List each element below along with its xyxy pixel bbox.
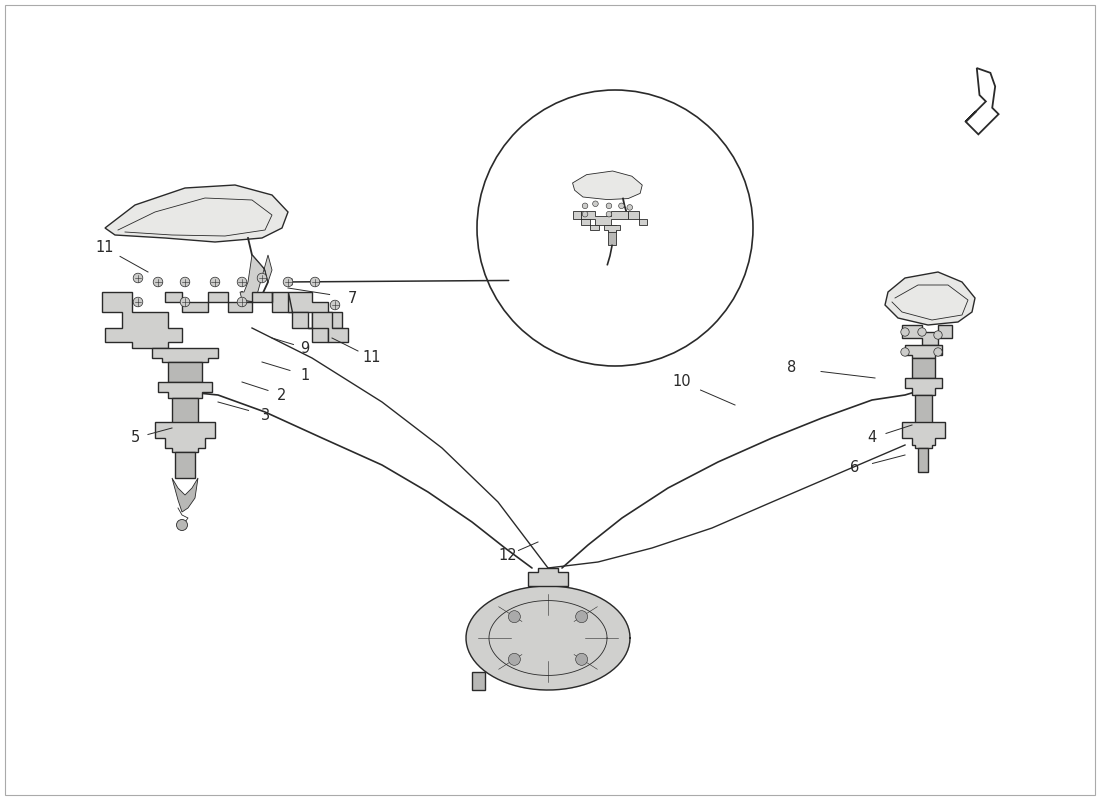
Text: 1: 1: [300, 367, 309, 382]
Polygon shape: [152, 348, 218, 362]
Circle shape: [176, 519, 187, 530]
Polygon shape: [604, 225, 620, 232]
Circle shape: [153, 278, 163, 286]
Circle shape: [180, 278, 190, 286]
Circle shape: [606, 203, 612, 209]
Polygon shape: [175, 452, 195, 478]
Circle shape: [618, 203, 624, 209]
Circle shape: [283, 278, 293, 286]
Circle shape: [508, 610, 520, 622]
Circle shape: [238, 297, 246, 306]
Polygon shape: [915, 395, 932, 445]
Polygon shape: [165, 292, 342, 342]
Polygon shape: [472, 672, 485, 690]
Polygon shape: [905, 378, 942, 395]
Circle shape: [133, 274, 143, 282]
Polygon shape: [608, 225, 616, 246]
Polygon shape: [288, 292, 348, 342]
Polygon shape: [168, 362, 202, 382]
Circle shape: [180, 297, 190, 306]
Polygon shape: [628, 211, 648, 225]
Circle shape: [238, 278, 246, 286]
Text: 3: 3: [261, 407, 270, 422]
Circle shape: [917, 328, 926, 336]
Circle shape: [310, 278, 320, 286]
Polygon shape: [573, 171, 642, 200]
Polygon shape: [240, 255, 272, 302]
Polygon shape: [104, 185, 288, 242]
Text: 11: 11: [363, 350, 382, 366]
Polygon shape: [966, 68, 999, 134]
Circle shape: [934, 331, 943, 339]
Polygon shape: [528, 568, 568, 586]
Text: 4: 4: [868, 430, 877, 446]
Polygon shape: [172, 398, 198, 448]
Text: 2: 2: [277, 387, 287, 402]
Circle shape: [257, 274, 267, 282]
Polygon shape: [102, 292, 182, 348]
Polygon shape: [918, 448, 928, 472]
Circle shape: [934, 348, 943, 356]
Circle shape: [575, 654, 587, 666]
Polygon shape: [172, 478, 198, 512]
Polygon shape: [582, 211, 628, 225]
Circle shape: [508, 654, 520, 666]
Polygon shape: [886, 272, 975, 325]
Text: 11: 11: [96, 241, 114, 255]
Polygon shape: [912, 358, 935, 378]
Text: 7: 7: [348, 290, 356, 306]
Polygon shape: [466, 586, 630, 690]
Polygon shape: [905, 345, 942, 358]
Polygon shape: [158, 382, 212, 398]
Polygon shape: [573, 211, 598, 230]
Text: 8: 8: [788, 361, 796, 375]
Circle shape: [582, 203, 587, 209]
Circle shape: [627, 205, 632, 210]
Text: 12: 12: [498, 547, 517, 562]
Circle shape: [133, 297, 143, 306]
Circle shape: [330, 300, 340, 310]
Text: 9: 9: [300, 341, 309, 355]
Circle shape: [901, 328, 910, 336]
Text: 6: 6: [850, 461, 859, 475]
Circle shape: [593, 201, 598, 206]
Circle shape: [901, 348, 910, 356]
Text: 5: 5: [131, 430, 140, 446]
Polygon shape: [902, 422, 945, 448]
Polygon shape: [155, 422, 214, 452]
Circle shape: [210, 278, 220, 286]
Circle shape: [575, 610, 587, 622]
Circle shape: [582, 211, 587, 217]
Polygon shape: [902, 325, 952, 345]
Circle shape: [606, 211, 612, 217]
Text: 10: 10: [673, 374, 691, 390]
